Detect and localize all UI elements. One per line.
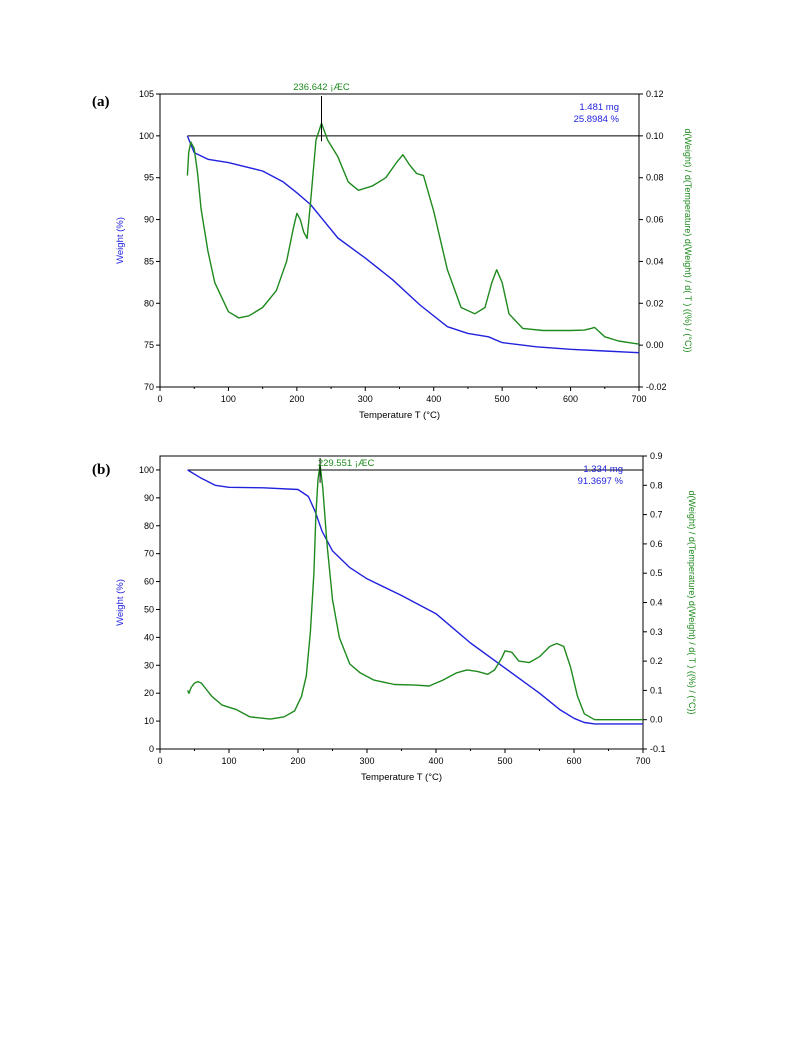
x-tick-label: 600 — [563, 394, 578, 404]
y-left-tick-label: 100 — [139, 131, 154, 141]
y-left-tick-label: 95 — [144, 173, 154, 183]
x-tick-label: 400 — [426, 394, 441, 404]
x-tick-label: 100 — [221, 756, 236, 766]
x-tick-label: 300 — [359, 756, 374, 766]
y-left-tick-label: 30 — [144, 660, 154, 670]
chart-panel-a: (a) 0 100 200 300 400 500 600 700 70 75 80 85 90 95 10… — [0, 80, 793, 440]
y-right-tick-label: -0.02 — [646, 382, 667, 392]
y-right-tick-label: 0.04 — [646, 256, 664, 266]
y-right-axis-label: d(Weight) / d(Temperature) d(Weight) / d… — [687, 491, 697, 715]
loss-annotation: 91.3697 % — [578, 476, 624, 487]
x-tick-label: 0 — [157, 756, 162, 766]
y-right-tick-label: 0.2 — [650, 656, 663, 666]
y-left-tick-label: 70 — [144, 549, 154, 559]
y-left-axis-label: Weight (%) — [115, 579, 126, 626]
y-left-tick-label: 60 — [144, 577, 154, 587]
x-tick-label: 700 — [631, 394, 646, 404]
x-tick-label: 200 — [289, 394, 304, 404]
y-left-tick-label: 80 — [144, 521, 154, 531]
x-tick-label: 500 — [497, 756, 512, 766]
y-left-tick-label: 0 — [149, 744, 154, 754]
x-tick-label: 100 — [221, 394, 236, 404]
mass-annotation: 1.334 mg — [583, 464, 623, 475]
loss-annotation: 25.8984 % — [574, 114, 620, 125]
peak-annotation: 236.642 ¡ÆC — [293, 82, 350, 93]
weight-series-line — [186, 135, 640, 354]
y-right-tick-label: 0.8 — [650, 480, 663, 490]
y-right-tick-label: 0.3 — [650, 627, 663, 637]
derivative-series-line — [186, 122, 640, 345]
y-right-tick-label: 0.7 — [650, 510, 663, 520]
chart-b-svg: 0 100 200 300 400 500 600 700 0 10 20 30 40 50 60 70 80 9… — [115, 451, 697, 783]
y-left-tick-label: 20 — [144, 688, 154, 698]
x-tick-label: 400 — [428, 756, 443, 766]
plot-frame — [159, 93, 640, 388]
y-right-tick-label: 0.12 — [646, 89, 664, 99]
panel-label-a: (a) — [92, 94, 110, 110]
x-tick-label: 200 — [290, 756, 305, 766]
x-axis-label: Temperature T (°C) — [361, 772, 442, 783]
y-right-tick-label: 0.5 — [650, 568, 663, 578]
panel-label-b: (b) — [92, 462, 111, 478]
y-right-tick-label: -0.1 — [650, 744, 666, 754]
y-left-tick-label: 90 — [144, 493, 154, 503]
peak-annotation: 229.551 ¡ÆC — [318, 458, 375, 469]
y-right-axis-label: d(Weight) / d(Temperature) d(Weight) / d… — [683, 129, 693, 353]
y-right-tick-label: 0.08 — [646, 173, 664, 183]
y-left-tick-label: 70 — [144, 382, 154, 392]
x-tick-label: 0 — [157, 394, 162, 404]
y-right-tick-label: 0.06 — [646, 215, 664, 225]
y-right-tick-label: 0.0 — [650, 715, 663, 725]
y-right-tick-label: 0.6 — [650, 539, 663, 549]
y-left-tick-label: 105 — [139, 89, 154, 99]
y-left-tick-label: 100 — [139, 465, 154, 475]
x-tick-label: 300 — [358, 394, 373, 404]
x-axis-label: Temperature T (°C) — [359, 410, 440, 421]
y-right-tick-label: 0.9 — [650, 451, 663, 461]
y-left-tick-label: 40 — [144, 632, 154, 642]
plot-frame — [159, 455, 644, 750]
y-right-tick-label: 0.00 — [646, 340, 664, 350]
y-right-tick-label: 0.1 — [650, 685, 663, 695]
chart-panel-b: (b) 0 100 200 300 400 500 600 700 0 10 20 30 40 50 60 7… — [0, 448, 793, 798]
x-tick-label: 600 — [566, 756, 581, 766]
y-left-tick-label: 10 — [144, 716, 154, 726]
y-left-tick-label: 80 — [144, 298, 154, 308]
y-right-tick-label: 0.4 — [650, 598, 663, 608]
y-left-tick-label: 50 — [144, 604, 154, 614]
y-left-tick-label: 90 — [144, 215, 154, 225]
y-right-tick-label: 0.10 — [646, 131, 664, 141]
y-left-axis-label: Weight (%) — [115, 217, 126, 264]
y-left-tick-label: 85 — [144, 256, 154, 266]
derivative-series-line — [186, 464, 643, 721]
mass-annotation: 1.481 mg — [579, 102, 619, 113]
x-tick-label: 500 — [495, 394, 510, 404]
y-right-tick-label: 0.02 — [646, 298, 664, 308]
y-left-tick-label: 75 — [144, 340, 154, 350]
weight-series-line — [187, 469, 643, 725]
x-tick-label: 700 — [635, 756, 650, 766]
chart-a-svg: 0 100 200 300 400 500 600 700 70 75 80 85 90 95 100 105… — [115, 82, 693, 421]
